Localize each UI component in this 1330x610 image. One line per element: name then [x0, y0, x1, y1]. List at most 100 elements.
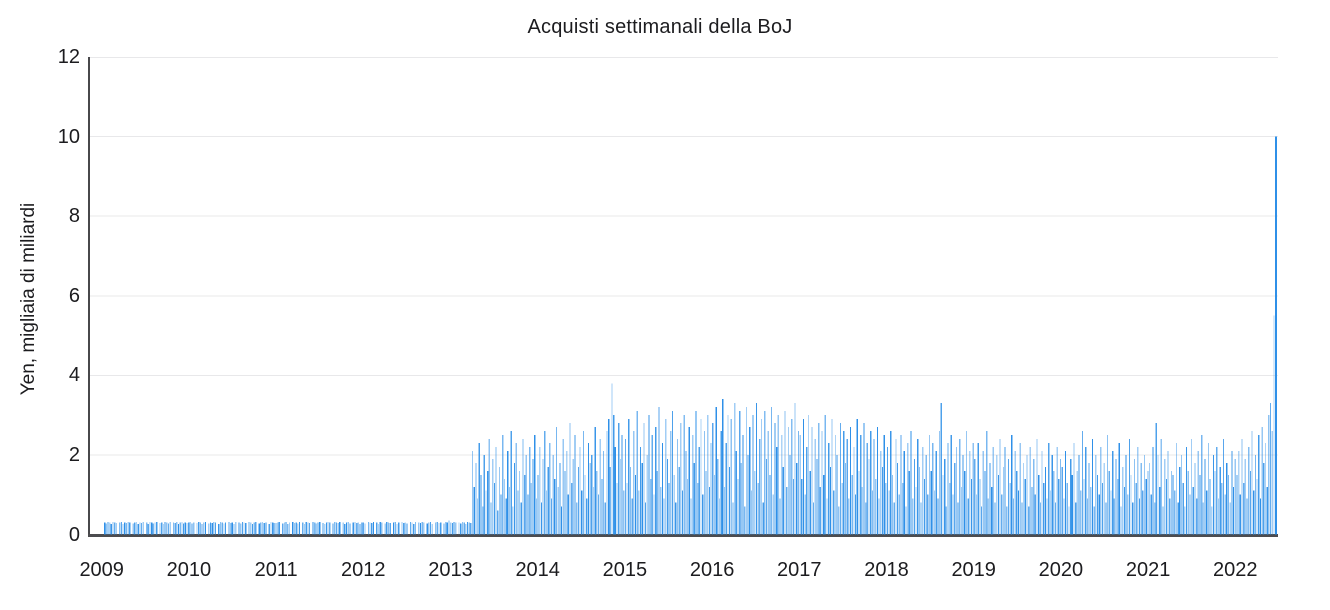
bar — [965, 431, 968, 535]
bar — [841, 482, 843, 535]
bar — [992, 446, 994, 535]
bar — [755, 403, 758, 535]
bar — [440, 522, 442, 535]
bar — [875, 478, 877, 535]
bar — [797, 431, 800, 535]
bar — [1019, 442, 1021, 535]
bar — [534, 435, 536, 535]
bar — [243, 522, 245, 535]
bar — [377, 523, 380, 535]
bar — [488, 439, 490, 535]
plot-area — [90, 57, 1278, 535]
bar — [802, 419, 805, 535]
y-tick-label-10: 10 — [57, 125, 80, 148]
bar — [703, 431, 706, 535]
bar — [357, 522, 359, 535]
bar — [337, 522, 339, 535]
bar — [1217, 498, 1220, 535]
bar — [772, 494, 774, 535]
bar — [752, 415, 754, 535]
bar — [734, 403, 736, 535]
bar — [737, 478, 739, 535]
bar — [406, 523, 408, 535]
bar — [132, 523, 134, 535]
bar — [566, 450, 568, 535]
bar — [349, 523, 351, 535]
bar — [1244, 458, 1246, 535]
bar — [362, 522, 364, 535]
bar — [1184, 506, 1186, 535]
bar — [860, 435, 862, 535]
bar — [623, 490, 625, 535]
bar — [322, 522, 324, 535]
bar — [1063, 498, 1065, 535]
bar — [104, 522, 106, 535]
bar — [283, 522, 286, 535]
bar — [947, 442, 949, 535]
bar — [120, 522, 123, 535]
bar — [1140, 462, 1142, 535]
bar — [1236, 474, 1238, 535]
bar — [196, 522, 198, 535]
bar — [428, 522, 430, 535]
bar — [695, 411, 697, 535]
bar — [1155, 423, 1157, 535]
bar — [1105, 502, 1107, 535]
bar — [492, 458, 494, 535]
bar — [372, 521, 375, 535]
bar — [1211, 506, 1213, 535]
bar — [960, 486, 963, 535]
bar — [745, 407, 748, 535]
bar — [683, 415, 685, 535]
bar — [991, 486, 993, 535]
bar — [1022, 462, 1025, 535]
bar — [191, 523, 193, 535]
bar — [181, 521, 183, 535]
bar — [107, 522, 109, 535]
bar — [329, 522, 331, 535]
bar — [767, 431, 769, 535]
bar — [1221, 482, 1223, 535]
bar — [154, 522, 156, 535]
bar — [952, 494, 954, 535]
bar — [796, 462, 798, 535]
bar — [268, 523, 270, 535]
bar — [327, 522, 329, 535]
bar — [344, 523, 346, 535]
bar — [1157, 454, 1159, 535]
bar — [295, 522, 297, 535]
bar — [105, 523, 107, 535]
bar — [347, 521, 349, 535]
bar — [730, 419, 732, 535]
x-tick-label-2011: 2011 — [254, 559, 298, 581]
bar — [293, 522, 296, 535]
bar — [782, 466, 784, 535]
bar — [389, 522, 391, 535]
bar — [147, 523, 149, 535]
bar — [945, 506, 947, 535]
bar — [1123, 486, 1126, 535]
bar — [1130, 474, 1132, 535]
bar — [715, 407, 717, 535]
bar — [685, 450, 687, 535]
bar — [468, 522, 470, 535]
bar — [680, 423, 682, 535]
bar — [641, 462, 643, 535]
bar — [890, 431, 892, 535]
bar — [507, 450, 509, 535]
bar — [272, 522, 274, 535]
bar — [174, 522, 176, 535]
bar — [915, 486, 917, 535]
bar — [799, 435, 801, 535]
bar — [503, 478, 506, 535]
bar — [140, 522, 143, 535]
bar — [1118, 442, 1120, 535]
bar — [1170, 470, 1173, 535]
bar — [732, 502, 734, 535]
bar — [166, 522, 168, 535]
bar — [671, 411, 674, 535]
bar — [253, 522, 255, 535]
bar — [853, 446, 855, 535]
bar — [891, 474, 894, 535]
bar — [873, 439, 875, 535]
